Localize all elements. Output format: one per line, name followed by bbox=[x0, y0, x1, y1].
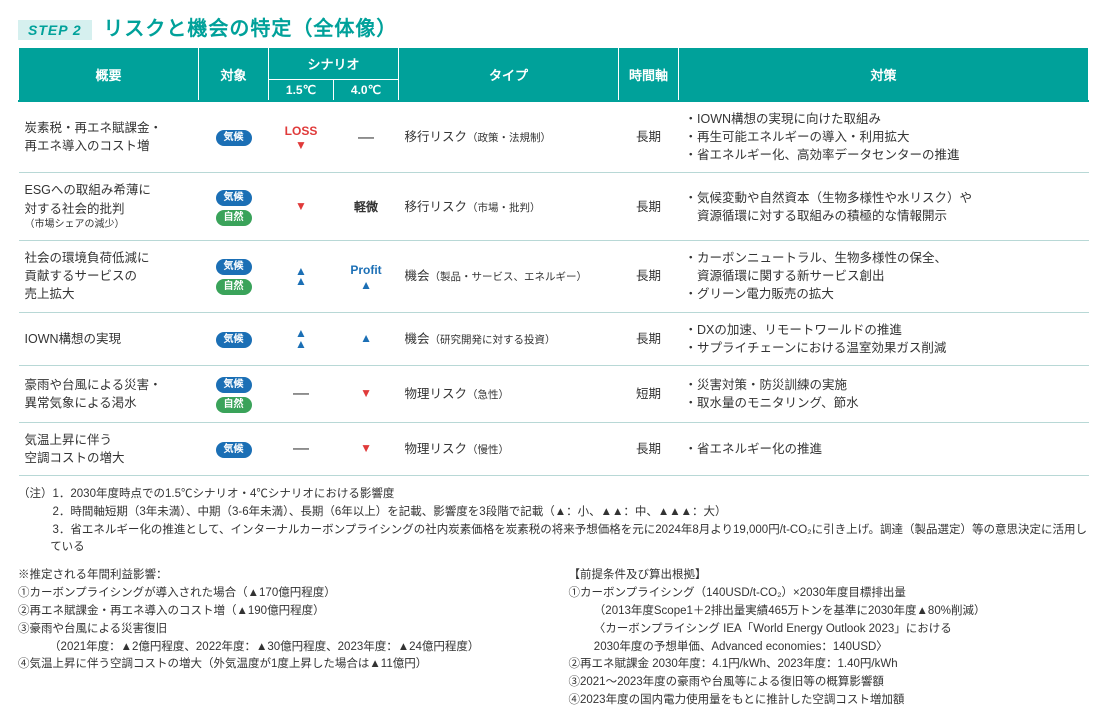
cell-scen15: ▲▲ bbox=[269, 241, 334, 312]
dash-icon: — bbox=[293, 440, 309, 457]
cell-type: 移行リスク（市場・批判） bbox=[399, 173, 619, 241]
cell-scen40: Profit▲ bbox=[334, 241, 399, 312]
cell-target: 気候自然 bbox=[199, 241, 269, 312]
cell-time: 長期 bbox=[619, 101, 679, 173]
assumptions-columns: ※推定される年間利益影響：①カーボンプライシングが導入された場合（▲170億円程… bbox=[18, 567, 1089, 710]
cell-overview: 社会の環境負荷低減に貢献するサービスの売上拡大 bbox=[19, 241, 199, 312]
col-overview: 概要 bbox=[19, 48, 199, 102]
cell-action: カーボンニュートラル、生物多様性の保全、資源循環に関する新サービス創出グリーン電… bbox=[679, 241, 1089, 312]
cell-target: 気候自然 bbox=[199, 365, 269, 422]
cell-scen40: ▲ bbox=[334, 312, 399, 365]
block-heading: 【前提条件及び算出根拠】 bbox=[569, 567, 1090, 585]
block-line: ①カーボンプライシングが導入された場合（▲170億円程度） bbox=[18, 585, 539, 603]
block-line: ④気温上昇に伴う空調コストの増大（外気温度が1度上昇した場合は▲11億円） bbox=[18, 656, 539, 674]
table-row: 炭素税・再エネ賦課金・再エネ導入のコスト増 気候 LOSS▼ — 移行リスク（政策・法規… bbox=[19, 101, 1089, 173]
col-scen15: 1.5℃ bbox=[269, 80, 334, 102]
cell-overview: ESGへの取組み希薄に対する社会的批判（市場シェアの減少） bbox=[19, 173, 199, 241]
col-type: タイプ bbox=[399, 48, 619, 102]
col-scenario: シナリオ bbox=[269, 48, 399, 80]
target-pill-nature: 自然 bbox=[216, 279, 252, 295]
cell-action: 気候変動や自然資本（生物多様性や水リスク）や資源循環に対する取組みの積極的な情報… bbox=[679, 173, 1089, 241]
target-pill-climate: 気候 bbox=[216, 377, 252, 393]
cell-overview: 豪雨や台風による災害・異常気象による渇水 bbox=[19, 365, 199, 422]
cell-time: 長期 bbox=[619, 241, 679, 312]
risk-opportunity-table: 概要 対象 シナリオ タイプ 時間軸 対策 1.5℃ 4.0℃ 炭素税・再エネ賦… bbox=[18, 47, 1089, 476]
cell-scen15: — bbox=[269, 365, 334, 422]
cell-scen40: — bbox=[334, 101, 399, 173]
step-header: STEP 2 リスクと機会の特定（全体像） bbox=[18, 12, 1089, 41]
cell-type: 機会（製品・サービス、エネルギー） bbox=[399, 241, 619, 312]
target-pill-nature: 自然 bbox=[216, 210, 252, 226]
dash-icon: — bbox=[358, 129, 374, 146]
block-line: ①カーボンプライシング（140USD/t-CO₂）×2030年度目標排出量 bbox=[569, 585, 1090, 603]
col-scen40: 4.0℃ bbox=[334, 80, 399, 102]
cell-overview: 気温上昇に伴う空調コストの増大 bbox=[19, 422, 199, 475]
cell-scen40: ▼ bbox=[334, 422, 399, 475]
cell-action: IOWN構想の実現に向けた取組み再生可能エネルギーの導入・利用拡大省エネルギー化… bbox=[679, 101, 1089, 173]
cell-target: 気候 bbox=[199, 312, 269, 365]
cell-type: 機会（研究開発に対する投資） bbox=[399, 312, 619, 365]
table-row: 豪雨や台風による災害・異常気象による渇水気候自然—▼物理リスク（急性）短期災害対… bbox=[19, 365, 1089, 422]
block-line: （2013年度Scope1＋2排出量実績465万トンを基準に2030年度▲80%… bbox=[569, 603, 1090, 621]
cell-action: DXの加速、リモートワールドの推進サプライチェーンにおける温室効果ガス削減 bbox=[679, 312, 1089, 365]
target-pill-climate: 気候 bbox=[216, 332, 252, 348]
footnotes: （注）1．2030年度時点での1.5℃シナリオ・4℃シナリオにおける影響度 2．… bbox=[18, 486, 1089, 557]
cell-scen15: ▲▲ bbox=[269, 312, 334, 365]
table-row: 気温上昇に伴う空調コストの増大 気候 — ▼物理リスク（慢性）長期省エネルギー化の推進 bbox=[19, 422, 1089, 475]
col-time: 時間軸 bbox=[619, 48, 679, 102]
cell-type: 物理リスク（急性） bbox=[399, 365, 619, 422]
step-title: リスクと機会の特定（全体像） bbox=[103, 12, 397, 41]
col-target: 対象 bbox=[199, 48, 269, 102]
cell-overview: 炭素税・再エネ賦課金・再エネ導入のコスト増 bbox=[19, 101, 199, 173]
cell-scen15: — bbox=[269, 422, 334, 475]
block-line: ③豪雨や台風による災害復旧 bbox=[18, 621, 539, 639]
cell-scen40: ▼ bbox=[334, 365, 399, 422]
target-pill-climate: 気候 bbox=[216, 259, 252, 275]
target-pill-climate: 気候 bbox=[216, 190, 252, 206]
cell-action: 省エネルギー化の推進 bbox=[679, 422, 1089, 475]
target-pill-nature: 自然 bbox=[216, 397, 252, 413]
cell-time: 長期 bbox=[619, 422, 679, 475]
block-line: ③2021～2023年度の豪雨や台風等による復旧等の概算影響額 bbox=[569, 674, 1090, 692]
block-line: ②再エネ賦課金 2030年度：4.1円/kWh、2023年度：1.40円/kWh bbox=[569, 656, 1090, 674]
cell-target: 気候 bbox=[199, 101, 269, 173]
cell-target: 気候 bbox=[199, 422, 269, 475]
note-line: （注）1．2030年度時点での1.5℃シナリオ・4℃シナリオにおける影響度 bbox=[18, 486, 1089, 504]
block-heading: ※推定される年間利益影響： bbox=[18, 567, 539, 585]
cell-target: 気候自然 bbox=[199, 173, 269, 241]
block-line: 〈カーボンプライシング IEA「World Energy Outlook 202… bbox=[569, 621, 1090, 639]
block-line: 2030年度の予想単価、Advanced economies：140USD〉 bbox=[569, 639, 1090, 657]
minor-impact: 軽微 bbox=[354, 200, 378, 214]
note-line: 3．省エネルギー化の推進として、インターナルカーボンプライシングの社内炭素価格を… bbox=[18, 522, 1089, 558]
table-row: ESGへの取組み希薄に対する社会的批判（市場シェアの減少）気候自然▼軽微移行リス… bbox=[19, 173, 1089, 241]
target-pill-climate: 気候 bbox=[216, 442, 252, 458]
dash-icon: — bbox=[293, 385, 309, 402]
cell-overview: IOWN構想の実現 bbox=[19, 312, 199, 365]
cell-scen40: 軽微 bbox=[334, 173, 399, 241]
cell-time: 長期 bbox=[619, 173, 679, 241]
cell-type: 移行リスク（政策・法規制） bbox=[399, 101, 619, 173]
cell-time: 長期 bbox=[619, 312, 679, 365]
block-line: （2021年度：▲2億円程度、2022年度：▲30億円程度、2023年度：▲24… bbox=[18, 639, 539, 657]
left-assumptions: ※推定される年間利益影響：①カーボンプライシングが導入された場合（▲170億円程… bbox=[18, 567, 539, 710]
profit-label: Profit bbox=[340, 262, 393, 279]
cell-scen15: ▼ bbox=[269, 173, 334, 241]
block-line: ②再エネ賦課金・再エネ導入のコスト増（▲190億円程度） bbox=[18, 603, 539, 621]
cell-action: 災害対策・防災訓練の実施取水量のモニタリング、節水 bbox=[679, 365, 1089, 422]
cell-scen15: LOSS▼ bbox=[269, 101, 334, 173]
step-badge: STEP 2 bbox=[18, 20, 92, 40]
cell-type: 物理リスク（慢性） bbox=[399, 422, 619, 475]
target-pill-climate: 気候 bbox=[216, 130, 252, 146]
block-line: ④2023年度の国内電力使用量をもとに推計した空調コスト増加額 bbox=[569, 692, 1090, 710]
cell-time: 短期 bbox=[619, 365, 679, 422]
table-row: IOWN構想の実現気候▲▲▲機会（研究開発に対する投資）長期DXの加速、リモート… bbox=[19, 312, 1089, 365]
col-action: 対策 bbox=[679, 48, 1089, 102]
note-line: 2．時間軸短期（3年未満）、中期（3-6年未満）、長期（6年以上）を記載、影響度… bbox=[18, 504, 1089, 522]
right-assumptions: 【前提条件及び算出根拠】①カーボンプライシング（140USD/t-CO₂）×20… bbox=[569, 567, 1090, 710]
table-row: 社会の環境負荷低減に貢献するサービスの売上拡大気候自然▲▲Profit▲機会（製… bbox=[19, 241, 1089, 312]
